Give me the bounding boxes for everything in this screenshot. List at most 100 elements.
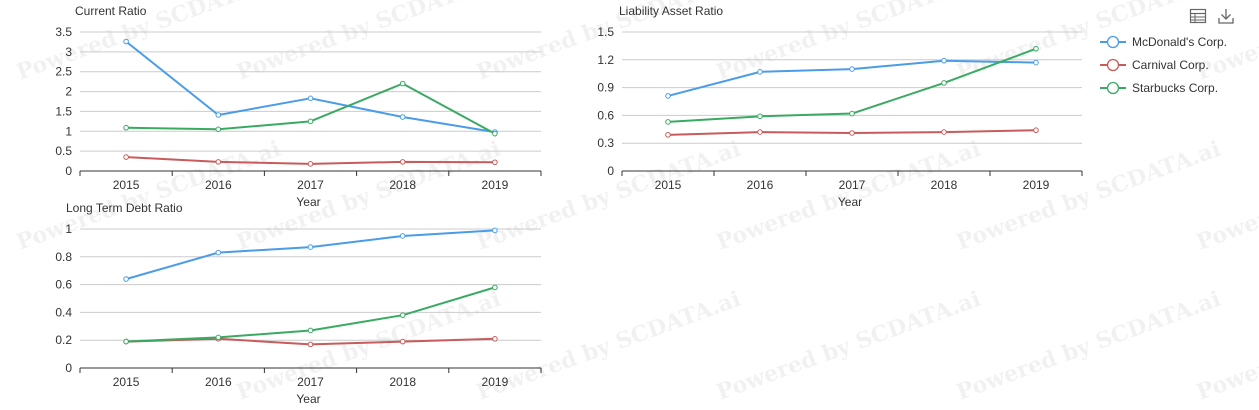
data-point [757,129,763,135]
data-point [849,110,855,117]
series-2 [123,154,498,167]
y-tick-label: 3.5 [55,25,72,39]
data-point [941,57,947,64]
watermark-text: Powered by SCDATA.ai [233,0,504,86]
data-point [399,114,406,120]
data-point [849,66,855,72]
x-tick-label: 2016 [205,178,232,192]
legend-label: Carnival Corp. [1132,57,1209,72]
legend-marker-icon [1100,58,1126,71]
x-axis-title: Year [296,392,320,406]
data-point [215,159,222,165]
y-tick-label: 0.4 [55,305,72,319]
data-point [849,130,855,136]
data-point [492,336,498,342]
data-point [941,129,947,135]
data-point [665,93,671,99]
data-point [123,124,129,131]
x-axis-title: Year [296,195,320,209]
chart-title: Liability Asset Ratio [619,4,723,18]
data-point [492,227,498,234]
legend-label: Starbucks Corp. [1132,80,1219,95]
data-point [215,249,222,256]
data-point [123,276,129,282]
legend-item[interactable]: Starbucks Corp. [1100,76,1227,99]
x-tick-label: 2018 [931,178,958,192]
y-tick-label: 1.2 [597,53,614,67]
table-icon[interactable] [1189,7,1207,25]
x-tick-label: 2017 [297,375,324,389]
data-point [307,244,314,250]
legend-marker-icon [1100,81,1126,94]
data-point [399,312,406,318]
x-tick-label: 2019 [482,375,509,389]
data-point [492,284,498,291]
x-tick-label: 2016 [747,178,774,192]
data-point [492,159,498,166]
y-tick-label: 0.6 [597,108,614,122]
x-tick-label: 2018 [389,375,416,389]
x-tick-label: 2019 [1023,178,1050,192]
chart-title: Long Term Debt Ratio [66,201,183,215]
y-tick-label: 0 [65,164,72,178]
data-point [307,118,314,125]
toolbox [1189,7,1235,25]
y-tick-label: 1.5 [597,25,614,39]
data-point [123,38,129,45]
y-tick-label: 1.5 [55,104,72,118]
legend-marker-icon [1100,35,1126,48]
x-tick-label: 2015 [113,375,140,389]
x-tick-label: 2015 [655,178,682,192]
y-tick-label: 0.9 [597,81,614,95]
y-tick-label: 0.3 [597,136,614,150]
y-tick-label: 0.5 [55,144,72,158]
x-axis-title: Year [838,195,862,209]
x-tick-label: 2017 [297,178,324,192]
y-tick-label: 0.8 [55,250,72,264]
data-point [215,334,222,341]
chart-1: Current Ratio 0 0.5 1 1.5 2 2.5 3 3.5 2015 2016 201… [55,4,542,209]
data-point [307,327,314,334]
data-point [123,154,129,160]
y-tick-label: 1 [65,124,72,138]
data-point [1033,59,1039,66]
data-point [941,80,947,86]
data-point [399,338,406,345]
data-point [399,233,406,239]
series-3 [123,80,498,137]
y-tick-label: 0.2 [55,333,72,347]
chart-3: Long Term Debt Ratio 0 0.2 0.4 0.6 0.8 1 2015 20… [55,201,542,406]
watermark-text: Powered by SCDATA.ai [473,136,744,256]
legend: McDonald's Corp. Carnival Corp. Starbucks … [1100,30,1227,99]
watermark-text: Powered by SCDATA.ai [473,286,744,406]
series-line [125,229,495,281]
series-1 [123,227,498,282]
chart-2: Liability Asset Ratio 0 0.3 0.6 0.9 1.2 1.5 201… [597,4,1083,209]
data-point [757,69,763,75]
data-point [492,130,498,137]
legend-label: McDonald's Corp. [1132,34,1227,49]
data-point [307,341,314,348]
x-tick-label: 2018 [389,178,416,192]
legend-item[interactable]: Carnival Corp. [1100,53,1227,76]
y-tick-label: 0.6 [55,278,72,292]
y-tick-label: 0 [607,164,614,178]
series-3 [665,45,1039,125]
data-point [399,80,406,87]
watermark-text: Powered by SCDATA.ai [953,286,1224,406]
data-point [123,338,129,345]
x-tick-label: 2019 [482,178,509,192]
x-tick-label: 2015 [113,178,140,192]
data-point [1033,45,1039,52]
data-point [665,132,671,138]
legend-item[interactable]: McDonald's Corp. [1100,30,1227,53]
series-2 [665,127,1039,138]
data-point [1033,127,1039,134]
data-point [307,95,314,102]
data-point [665,119,671,125]
series-1 [665,57,1039,99]
data-point [307,161,314,167]
download-icon[interactable] [1217,7,1235,25]
y-tick-label: 2 [65,85,72,99]
